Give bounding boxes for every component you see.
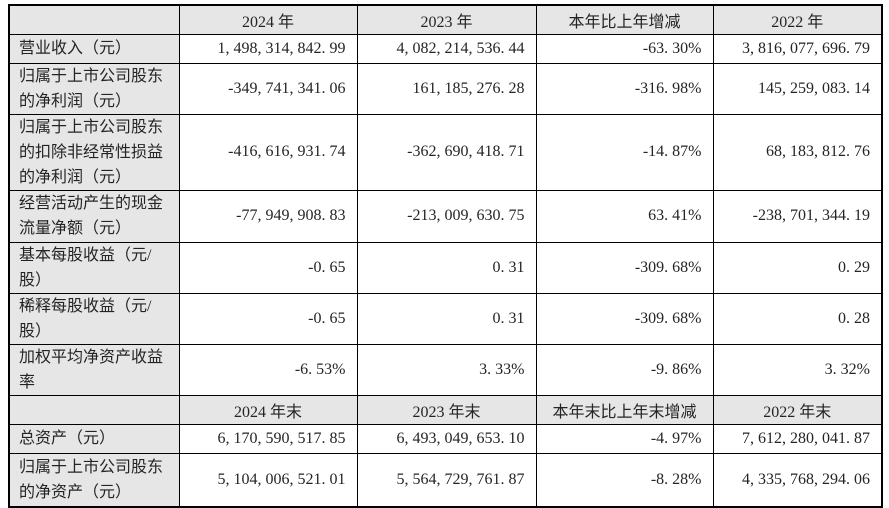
row-label: 总资产（元）: [8, 423, 180, 454]
cell-value: 63. 41%: [535, 189, 714, 243]
table-row-total-assets: 总资产（元） 6, 170, 590, 517. 85 6, 493, 049,…: [8, 423, 883, 454]
cell-value: -349, 741, 341. 06: [178, 62, 358, 115]
table-row-operating-revenue: 营业收入（元） 1, 498, 314, 842. 99 4, 082, 214…: [8, 33, 883, 64]
cell-value: 3. 32%: [712, 343, 883, 396]
column-header-2024-end: 2024 年末: [178, 394, 358, 425]
cell-value: -9. 86%: [535, 343, 714, 396]
cell-value: -14. 87%: [535, 113, 714, 191]
cell-value: 7, 612, 280, 041. 87: [712, 423, 883, 454]
column-header-empty: [8, 394, 180, 425]
cell-value: -362, 690, 418. 71: [356, 113, 537, 191]
column-header-2024: 2024 年: [178, 4, 358, 35]
cell-value: -309. 68%: [535, 292, 714, 345]
table-header-row-annual: 2024 年 2023 年 本年比上年增减 2022 年: [8, 4, 883, 35]
cell-value: 6, 170, 590, 517. 85: [178, 423, 358, 454]
row-label: 营业收入（元）: [8, 33, 180, 64]
cell-value: -213, 009, 630. 75: [356, 189, 537, 243]
cell-value: 3. 33%: [356, 343, 537, 396]
cell-value: 0. 31: [356, 241, 537, 294]
cell-value: 145, 259, 083. 14: [712, 62, 883, 115]
cell-value: -0. 65: [178, 292, 358, 345]
table-row-basic-eps: 基本每股收益（元/ 股） -0. 65 0. 31 -309. 68% 0. 2…: [8, 241, 883, 294]
row-label: 基本每股收益（元/ 股）: [8, 241, 180, 294]
table-row-net-profit-excl-nonrecurring: 归属于上市公司股东 的扣除非经常性损益 的净利润（元） -416, 616, 9…: [8, 113, 883, 191]
cell-value: -4. 97%: [535, 423, 714, 454]
financial-summary-table: 2024 年 2023 年 本年比上年增减 2022 年 营业收入（元） 1, …: [8, 4, 883, 508]
row-label: 归属于上市公司股东 的净资产（元）: [8, 452, 180, 508]
column-header-empty: [8, 4, 180, 35]
row-label: 经营活动产生的现金 流量净额（元）: [8, 189, 180, 243]
cell-value: -416, 616, 931. 74: [178, 113, 358, 191]
cell-value: -0. 65: [178, 241, 358, 294]
row-label: 归属于上市公司股东 的净利润（元）: [8, 62, 180, 115]
column-header-yoy-end-change: 本年末比上年末增减: [535, 394, 714, 425]
table-row-net-assets-attributable: 归属于上市公司股东 的净资产（元） 5, 104, 006, 521. 01 5…: [8, 452, 883, 508]
cell-value: -8. 28%: [535, 452, 714, 508]
cell-value: 68, 183, 812. 76: [712, 113, 883, 191]
cell-value: -63. 30%: [535, 33, 714, 64]
cell-value: -316. 98%: [535, 62, 714, 115]
column-header-2023-end: 2023 年末: [356, 394, 537, 425]
table-row-net-profit-attributable: 归属于上市公司股东 的净利润（元） -349, 741, 341. 06 161…: [8, 62, 883, 115]
row-label: 加权平均净资产收益 率: [8, 343, 180, 396]
cell-value: 3, 816, 077, 696. 79: [712, 33, 883, 64]
cell-value: -238, 701, 344. 19: [712, 189, 883, 243]
cell-value: 0. 31: [356, 292, 537, 345]
column-header-yoy-change: 本年比上年增减: [535, 4, 714, 35]
cell-value: 6, 493, 049, 653. 10: [356, 423, 537, 454]
cell-value: -77, 949, 908. 83: [178, 189, 358, 243]
column-header-2023: 2023 年: [356, 4, 537, 35]
table-header-row-period-end: 2024 年末 2023 年末 本年末比上年末增减 2022 年末: [8, 394, 883, 425]
table-row-weighted-avg-roe: 加权平均净资产收益 率 -6. 53% 3. 33% -9. 86% 3. 32…: [8, 343, 883, 396]
cell-value: 0. 28: [712, 292, 883, 345]
cell-value: 4, 082, 214, 536. 44: [356, 33, 537, 64]
cell-value: 4, 335, 768, 294. 06: [712, 452, 883, 508]
column-header-2022: 2022 年: [712, 4, 883, 35]
row-label: 归属于上市公司股东 的扣除非经常性损益 的净利润（元）: [8, 113, 180, 191]
cell-value: -6. 53%: [178, 343, 358, 396]
table-row-diluted-eps: 稀释每股收益（元/ 股） -0. 65 0. 31 -309. 68% 0. 2…: [8, 292, 883, 345]
table-row-operating-cash-flow: 经营活动产生的现金 流量净额（元） -77, 949, 908. 83 -213…: [8, 189, 883, 243]
cell-value: 5, 564, 729, 761. 87: [356, 452, 537, 508]
cell-value: -309. 68%: [535, 241, 714, 294]
cell-value: 0. 29: [712, 241, 883, 294]
column-header-2022-end: 2022 年末: [712, 394, 883, 425]
row-label: 稀释每股收益（元/ 股）: [8, 292, 180, 345]
cell-value: 5, 104, 006, 521. 01: [178, 452, 358, 508]
cell-value: 161, 185, 276. 28: [356, 62, 537, 115]
cell-value: 1, 498, 314, 842. 99: [178, 33, 358, 64]
